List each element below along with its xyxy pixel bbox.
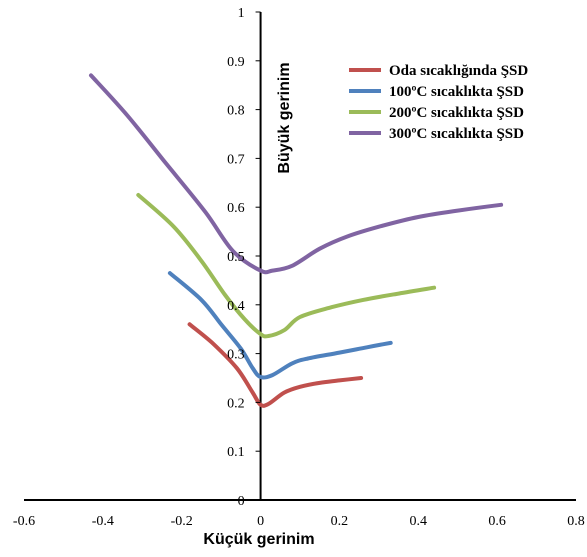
- y-tick-label: 0.5: [227, 250, 245, 265]
- y-axis-title: Büyük gerinim: [276, 62, 293, 173]
- y-tick-label: 0.3: [227, 348, 245, 363]
- y-tick-label: 0.7: [227, 152, 245, 167]
- x-tick-label: 0: [257, 514, 264, 529]
- x-tick-label: 0.2: [331, 514, 349, 529]
- series-line-1: [187, 322, 364, 408]
- x-tick-label: -0.6: [13, 514, 35, 529]
- y-tick-label: 0.6: [227, 201, 245, 216]
- y-tick-label: 0.8: [227, 104, 245, 119]
- legend-label: 200ºC sıcaklıkta ŞSD: [389, 105, 524, 121]
- legend-label: Oda sıcaklığında ŞSD: [389, 63, 528, 79]
- legend-label: 300ºC sıcaklıkta ŞSD: [389, 126, 524, 142]
- x-tick-label: 0.8: [567, 514, 585, 529]
- series-line-4: [89, 73, 504, 275]
- y-tick-label: 0: [238, 494, 245, 509]
- x-tick-label: -0.4: [92, 514, 114, 529]
- y-tick-label: 1: [238, 6, 245, 21]
- series-layer: [89, 73, 504, 408]
- legend-label: 100ºC sıcaklıkta ŞSD: [389, 84, 524, 100]
- tick-labels: -0.6 -0.4 -0.2 0 0.2 0.4 0.6 0.8 0 0.1 0.2 0.3 0.4 0.…: [13, 6, 585, 529]
- x-tick-label: 0.6: [488, 514, 506, 529]
- series-line-3: [136, 193, 437, 339]
- legend: Oda sıcaklığında ŞSD 100ºC sıcaklıkta ŞSD…: [349, 63, 528, 142]
- y-tick-label: 0.9: [227, 55, 245, 70]
- x-axis-title: Küçük gerinim: [203, 531, 314, 548]
- x-tick-label: 0.4: [410, 514, 428, 529]
- y-tick-label: 0.2: [227, 396, 245, 411]
- y-tick-label: 0.1: [227, 445, 245, 460]
- x-tick-label: -0.2: [171, 514, 193, 529]
- y-tick-label: 0.4: [227, 299, 245, 314]
- series-line-2: [167, 271, 393, 380]
